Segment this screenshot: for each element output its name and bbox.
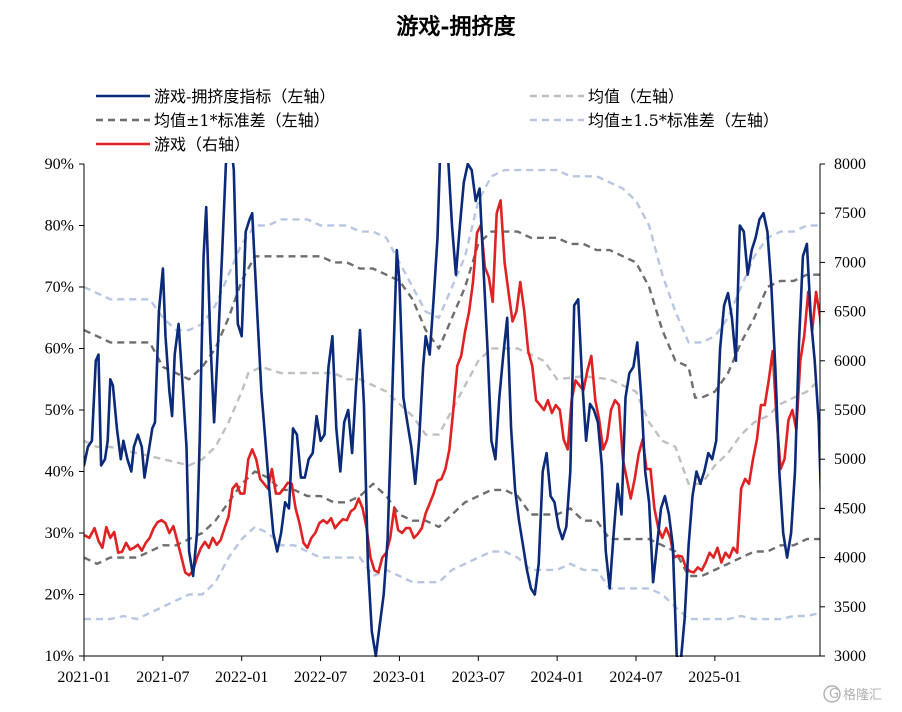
series-layer: [84, 163, 820, 657]
legend-label-0: 游戏-拥挤度指标（左轴）: [154, 87, 335, 106]
x-tick-label: 2022-07: [294, 669, 347, 686]
legend-label-1: 均值（左轴）: [588, 87, 684, 106]
x-tick-label: 2024-07: [609, 669, 662, 686]
series-line-6: [84, 199, 820, 577]
right-tick-label: 5000: [834, 451, 866, 468]
watermark-logo-icon: [823, 685, 841, 703]
left-tick-label: 20%: [45, 587, 74, 604]
left-tick-label: 80%: [45, 218, 74, 235]
x-tick-label: 2021-01: [57, 669, 110, 686]
right-tick-label: 3000: [834, 648, 866, 665]
series-line-2-upper: [84, 230, 820, 399]
x-tick-label: 2022-01: [215, 669, 268, 686]
right-tick-label: 7000: [834, 254, 866, 271]
x-tick-label: 2023-01: [373, 669, 426, 686]
watermark: G 格隆汇: [823, 685, 882, 703]
right-tick-label: 4500: [834, 500, 866, 517]
x-tick-label: 2024-01: [530, 669, 583, 686]
right-tick-label: 7500: [834, 205, 866, 222]
series-line-3-lower: [84, 470, 820, 578]
watermark-text: 格隆汇: [843, 687, 882, 703]
right-tick-label: 8000: [834, 156, 866, 173]
right-tick-label: 4000: [834, 550, 866, 567]
legend-label-2: 均值±1*标准差（左轴）: [154, 111, 330, 130]
watermark-logo-glyph: G: [829, 687, 839, 702]
legend-label-4: 游戏（右轴）: [154, 135, 250, 154]
x-tick-label: 2021-07: [136, 669, 189, 686]
left-tick-label: 40%: [45, 464, 74, 481]
series-line-5-lower: [84, 525, 820, 621]
x-tick-label: 2023-07: [452, 669, 505, 686]
legend-label-3: 均值±1.5*标准差（左轴）: [588, 111, 779, 130]
right-tick-label: 3500: [834, 599, 866, 616]
left-tick-label: 60%: [45, 341, 74, 358]
left-tick-label: 90%: [45, 156, 74, 173]
left-tick-label: 70%: [45, 279, 74, 296]
right-tick-label: 6500: [834, 304, 866, 321]
legend: 游戏-拥挤度指标（左轴） 均值（左轴） 均值±1*标准差（左轴） 均值±1.5*标准差…: [96, 87, 779, 154]
chart-title: 游戏-拥挤度: [396, 14, 516, 40]
right-tick-label: 5500: [834, 402, 866, 419]
series-line-0: [84, 163, 820, 657]
axes-layer: 10% 20% 30% 40% 50% 60% 70% 80% 90% 3000 3500 4000 4…: [45, 156, 866, 686]
right-tick-label: 6000: [834, 353, 866, 370]
left-tick-label: 50%: [45, 402, 74, 419]
left-tick-label: 10%: [45, 648, 74, 665]
left-tick-label: 30%: [45, 525, 74, 542]
x-tick-label: 2025-01: [688, 669, 741, 686]
